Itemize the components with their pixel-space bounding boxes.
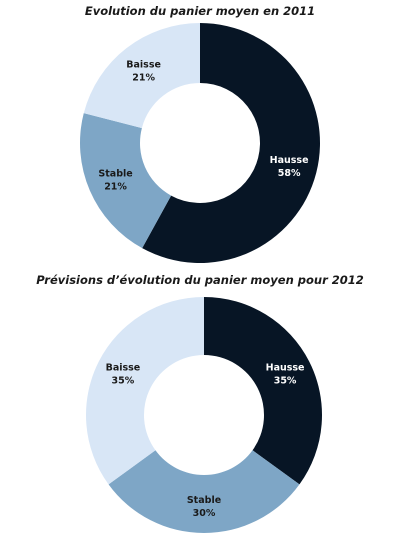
slice-value-stable-2011: 21%	[104, 182, 127, 193]
slice-hausse-2012	[204, 297, 322, 485]
slice-value-hausse-2012: 35%	[274, 376, 297, 387]
slice-stable-2012	[108, 450, 300, 533]
slice-stable-2011	[79, 113, 172, 249]
slice-baisse-2011	[83, 23, 200, 129]
slice-value-stable-2012: 30%	[193, 508, 216, 519]
slice-label-baisse-2012: Baisse	[106, 363, 141, 374]
slice-label-hausse-2012: Hausse	[266, 363, 305, 374]
slice-baisse-2012	[86, 297, 204, 485]
slice-label-stable-2011: Stable	[98, 169, 132, 180]
donut-chart-2012: Hausse 35% Stable 30% Baisse 35%	[86, 297, 322, 533]
slice-label-hausse-2011: Hausse	[270, 155, 309, 166]
slice-value-baisse-2012: 35%	[112, 376, 135, 387]
chart-title-2012: Prévisions d’évolution du panier moyen p…	[36, 273, 364, 287]
slice-hausse-2011	[142, 23, 320, 263]
slice-value-baisse-2011: 21%	[132, 72, 155, 83]
slice-value-hausse-2011: 58%	[278, 168, 301, 179]
slice-label-baisse-2011: Baisse	[126, 59, 161, 70]
donut-chart-2011: Hausse 58% Stable 21% Baisse 21%	[79, 23, 320, 263]
chart-title-2011: Evolution du panier moyen en 2011	[84, 4, 316, 18]
slice-label-stable-2012: Stable	[187, 495, 221, 506]
